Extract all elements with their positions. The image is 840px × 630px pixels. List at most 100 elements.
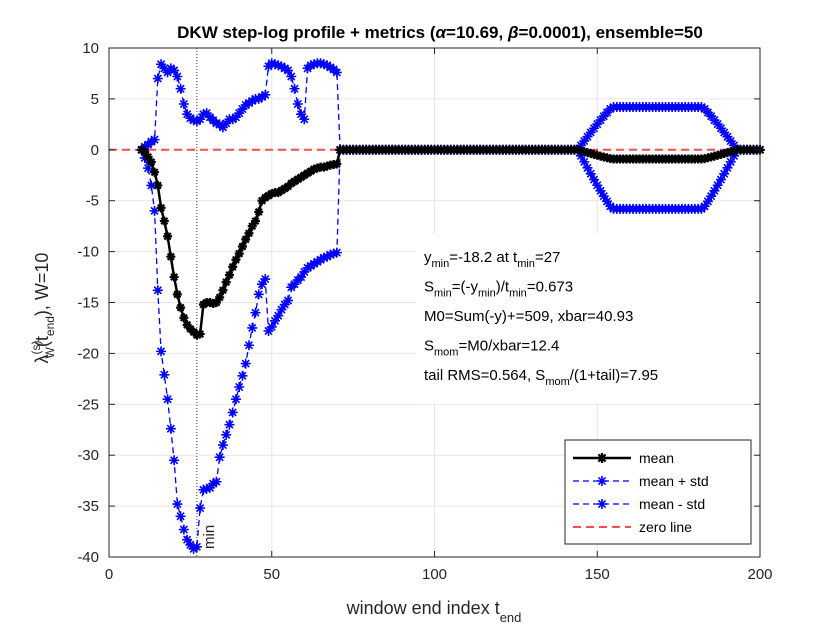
data-point [712, 119, 723, 130]
data-point [289, 83, 300, 94]
data-point [143, 163, 154, 174]
data-point [283, 65, 294, 76]
legend-entry: zero line [573, 519, 692, 535]
data-point [322, 251, 333, 262]
annotation-line: Smin=(-ymin)/tmin=0.673 [424, 279, 573, 300]
data-point [227, 114, 238, 125]
data-point [312, 256, 323, 267]
data-point [296, 109, 307, 120]
data-point [315, 58, 326, 69]
data-point [150, 167, 160, 177]
data-point [159, 63, 170, 74]
data-point [588, 174, 599, 185]
data-point [325, 249, 336, 260]
data-point [165, 423, 176, 434]
data-point [179, 313, 189, 323]
data-point [198, 109, 209, 120]
data-point [254, 207, 264, 217]
data-point [188, 543, 199, 554]
data-point [140, 147, 150, 157]
y-tick-label: 0 [91, 142, 99, 159]
x-tick-label: 0 [105, 566, 113, 583]
data-point [302, 262, 313, 273]
data-point [156, 59, 167, 70]
data-point [309, 258, 320, 269]
y-axis-label: λ(s)W(tend), W=10 [29, 253, 57, 364]
data-point [299, 266, 310, 277]
annotation-segment: mom [545, 376, 569, 388]
annotation-line: M0=Sum(-y)+=509, xbar=40.93 [424, 308, 633, 325]
min-marker-layer: min [196, 48, 218, 557]
annotation-line: Smom=M0/xbar=12.4 [424, 338, 559, 359]
data-point [270, 59, 281, 70]
annotation-segment: =0.673 [527, 279, 573, 296]
data-point [585, 127, 596, 138]
data-point [273, 60, 284, 71]
data-point [273, 310, 284, 321]
annotation-segment: M0=Sum(-y)+=509, xbar=40.93 [424, 308, 633, 325]
data-point [602, 196, 613, 207]
x-tick-label: 150 [585, 566, 610, 583]
data-point [211, 118, 222, 129]
y-axis-label-lambda: λ [32, 354, 52, 363]
data-point [592, 119, 603, 130]
data-point [266, 58, 277, 69]
data-point [165, 63, 176, 74]
data-point [182, 109, 193, 120]
data-point [575, 150, 586, 161]
data-point [263, 326, 274, 337]
data-point [598, 191, 609, 202]
data-point [175, 511, 186, 522]
data-point [582, 131, 593, 142]
data-point [722, 162, 733, 173]
annotation-line: ymin=-18.2 at tmin=27 [424, 249, 560, 270]
data-point [719, 168, 730, 179]
data-point [712, 180, 723, 191]
data-point [305, 260, 316, 271]
data-point [243, 340, 254, 351]
data-point [159, 216, 169, 226]
data-point [221, 429, 232, 440]
data-point [592, 180, 603, 191]
data-point [579, 136, 590, 147]
data-point [195, 503, 206, 514]
annotation-segment: =M0/xbar=12.4 [458, 338, 559, 355]
data-point [237, 370, 248, 381]
data-point [289, 279, 300, 290]
data-point [588, 123, 599, 134]
data-point [253, 289, 264, 300]
data-point [234, 108, 245, 119]
data-point [221, 277, 231, 287]
data-point [208, 478, 219, 489]
data-point [185, 539, 196, 550]
data-point [309, 59, 320, 70]
data-point [162, 394, 173, 405]
title-part-4: =0.0001), ensemble=50 [519, 23, 703, 42]
data-point [172, 71, 183, 82]
data-point [228, 262, 238, 272]
data-point [579, 156, 590, 167]
min-marker-label: min [201, 525, 218, 549]
data-point [605, 103, 616, 114]
data-point [322, 60, 333, 71]
data-point [241, 234, 251, 244]
data-point [162, 67, 173, 78]
legend-entry: mean [573, 450, 674, 466]
data-point [325, 62, 336, 73]
data-point [230, 112, 241, 123]
data-point [696, 102, 707, 113]
series-mean [137, 145, 765, 340]
metrics-annotation: ymin=-18.2 at tmin=27 Smin=(-ymin)/tmin=0… [416, 234, 756, 404]
y-tick-label: 5 [91, 91, 99, 108]
data-point [166, 252, 176, 262]
data-point [286, 71, 297, 82]
data-point [331, 67, 342, 78]
data-point [595, 185, 606, 196]
y-tick-label: -20 [77, 345, 99, 362]
y-tick-label: -40 [77, 549, 99, 566]
data-point [237, 104, 248, 115]
data-point [152, 73, 163, 84]
annotation-segment: S [424, 279, 434, 296]
data-point [146, 157, 156, 167]
